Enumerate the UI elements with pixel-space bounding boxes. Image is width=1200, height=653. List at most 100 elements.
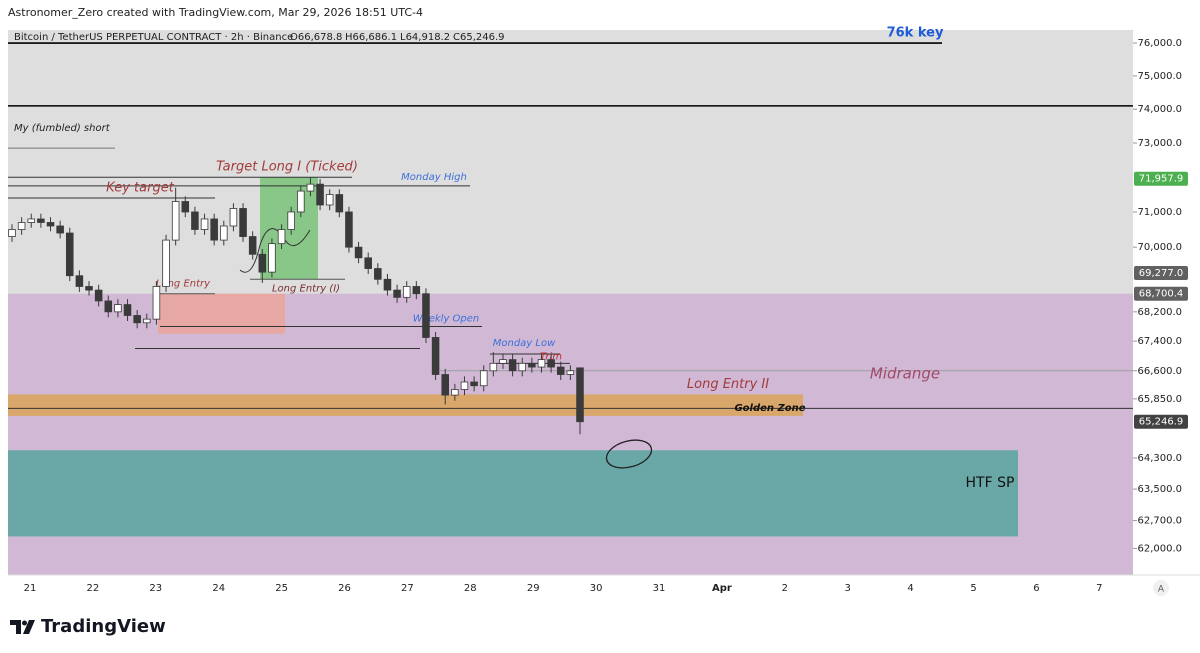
brand: TradingView bbox=[41, 616, 166, 637]
candle-body bbox=[470, 381, 478, 387]
price-label bbox=[1134, 286, 1188, 301]
level-label: Weekly Open bbox=[413, 313, 480, 324]
x-tick-label: 26 bbox=[338, 583, 351, 594]
candle-body bbox=[248, 236, 257, 255]
zone-label: HTF SP bbox=[966, 475, 1015, 491]
zone-label: Golden Zone bbox=[734, 403, 805, 414]
x-tick-label: Apr bbox=[712, 583, 732, 594]
candle-body bbox=[508, 359, 517, 372]
candle-body bbox=[287, 211, 295, 230]
price-axis bbox=[1133, 30, 1200, 575]
x-tick-label: 27 bbox=[401, 583, 414, 594]
candle-body bbox=[412, 286, 421, 295]
y-tick-label: 67,400.0 bbox=[1137, 336, 1182, 347]
y-tick-label: 63,500.0 bbox=[1137, 484, 1182, 495]
candle-body bbox=[431, 337, 440, 375]
candle-body bbox=[75, 275, 84, 287]
x-tick-label: 7 bbox=[1096, 583, 1102, 594]
price-label-text: 71,957.9 bbox=[1139, 174, 1184, 185]
candle-body bbox=[345, 211, 353, 248]
level-label: Long Entry II bbox=[687, 377, 769, 392]
candle-body bbox=[556, 366, 565, 375]
symbol: Bitcoin / TetherUS PERPETUAL CONTRACT · … bbox=[14, 32, 293, 43]
candle-body bbox=[277, 229, 286, 245]
candle-body bbox=[171, 201, 180, 241]
price-label bbox=[1134, 265, 1188, 280]
candle-body bbox=[489, 362, 498, 372]
candle-body bbox=[383, 278, 392, 291]
x-tick-label: 2 bbox=[782, 583, 788, 594]
candle-body bbox=[335, 194, 344, 213]
level-label: Key target bbox=[106, 181, 175, 196]
candle-body bbox=[460, 381, 469, 390]
x-tick-label: 24 bbox=[212, 583, 225, 594]
level-label: My (fumbled) short bbox=[14, 123, 111, 134]
candle-body bbox=[162, 239, 170, 287]
scale-button[interactable] bbox=[1153, 580, 1169, 596]
x-tick-label: 23 bbox=[149, 583, 162, 594]
candle-body bbox=[56, 225, 64, 234]
candle-body bbox=[393, 289, 401, 298]
x-tick-label: 6 bbox=[1033, 583, 1039, 594]
candle-body bbox=[316, 183, 324, 206]
y-tick-label: 66,600.0 bbox=[1137, 366, 1182, 377]
ohlc: O66,678.8 bbox=[290, 32, 342, 43]
candle-body bbox=[297, 190, 305, 213]
candle-body bbox=[17, 222, 26, 230]
candle-body bbox=[479, 370, 488, 387]
candle-body bbox=[85, 286, 93, 291]
level-label: Target Long I (Ticked) bbox=[216, 160, 358, 175]
x-tick-label: 31 bbox=[653, 583, 666, 594]
candle-body bbox=[499, 359, 507, 364]
level-label: Monday High bbox=[401, 172, 467, 183]
candle-body bbox=[402, 286, 411, 298]
y-tick-label: 75,000.0 bbox=[1137, 71, 1182, 82]
level-label: Long Entry bbox=[156, 279, 211, 290]
x-tick-label: 3 bbox=[845, 583, 851, 594]
level-label: Monday Low bbox=[493, 338, 556, 349]
x-tick-label: 25 bbox=[275, 583, 288, 594]
candle-body bbox=[547, 359, 555, 368]
candle-body bbox=[354, 246, 363, 259]
price-label bbox=[1134, 414, 1188, 429]
candle-body bbox=[268, 243, 276, 273]
y-tick-label: 74,000.0 bbox=[1137, 104, 1182, 115]
candle-body bbox=[152, 286, 161, 320]
scale-mode: A bbox=[1158, 585, 1165, 595]
candle-body bbox=[364, 257, 372, 269]
x-tick-label: 21 bbox=[24, 583, 37, 594]
candle-body bbox=[566, 370, 575, 375]
logo bbox=[10, 620, 35, 634]
y-tick-label: 65,850.0 bbox=[1137, 394, 1182, 405]
price-label-text: 68,700.4 bbox=[1139, 289, 1184, 300]
candle-body bbox=[65, 232, 74, 277]
level-label: 76k key bbox=[887, 26, 944, 41]
y-tick-label: 73,000.0 bbox=[1137, 138, 1182, 149]
price-label-text: 65,246.9 bbox=[1139, 417, 1184, 428]
candle-body bbox=[422, 293, 430, 338]
candle-body bbox=[104, 300, 113, 313]
candle-body bbox=[537, 359, 546, 368]
x-tick-label: 22 bbox=[87, 583, 100, 594]
zone bbox=[8, 450, 1018, 537]
plot: 76k key My (fumbled) short Target Long I (… bbox=[8, 26, 1133, 575]
candle-body bbox=[37, 218, 45, 223]
y-tick-label: 68,200.0 bbox=[1137, 307, 1182, 318]
y-tick-label: 76,000.0 bbox=[1137, 38, 1182, 49]
x-tick-label: 29 bbox=[527, 583, 540, 594]
candle-body bbox=[133, 315, 141, 324]
y-tick-label: 70,000.0 bbox=[1137, 242, 1182, 253]
candle-body bbox=[306, 183, 315, 192]
y-tick-label: 64,300.0 bbox=[1137, 453, 1182, 464]
zone bbox=[8, 394, 803, 416]
price-label-text: 69,277.0 bbox=[1139, 268, 1184, 279]
drawing bbox=[605, 439, 653, 469]
candle-body bbox=[114, 304, 122, 313]
y-tick-label: 62,700.0 bbox=[1137, 516, 1182, 527]
candle-body bbox=[258, 253, 267, 273]
ohlc: L64,918.2 bbox=[400, 32, 450, 43]
candle-body bbox=[239, 208, 247, 237]
credit: Astronomer_Zero created with TradingView… bbox=[8, 6, 423, 19]
ohlc: C65,246.9 bbox=[453, 32, 505, 43]
price-label bbox=[1134, 171, 1188, 186]
